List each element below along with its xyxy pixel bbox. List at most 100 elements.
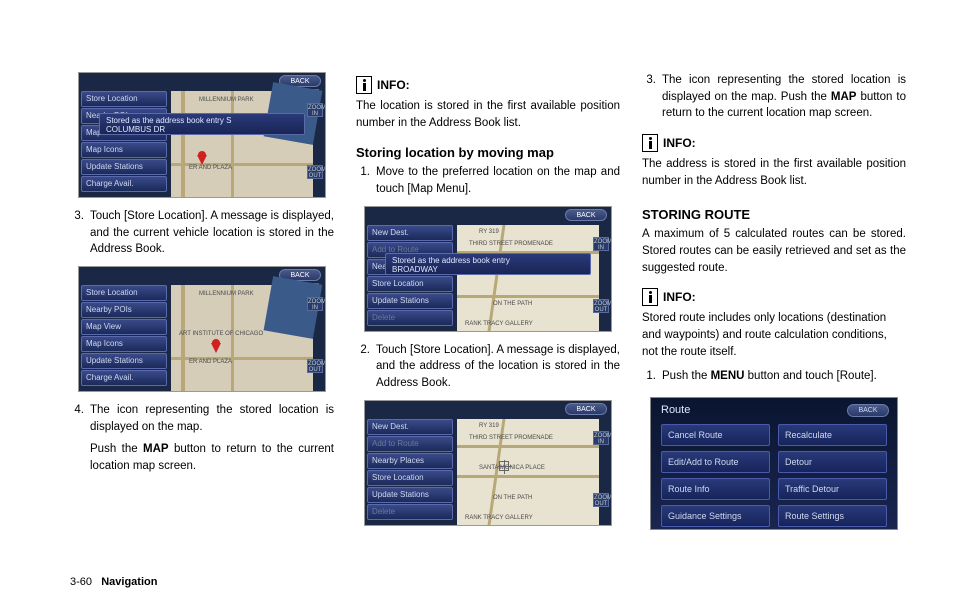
step-number: 3. [642,72,662,122]
menu-item[interactable]: Update Stations [367,293,453,309]
info-text: Stored route includes only locations (de… [642,310,906,360]
zoom-out-button[interactable]: ZOOM OUT [593,299,609,313]
route-menu-item[interactable]: Detour [778,451,887,473]
menu-item[interactable]: Charge Avail. [81,370,167,386]
map-area[interactable]: RY 319 THIRD STREET PROMENADE ON THE PAT… [457,225,599,331]
menu-item[interactable]: New Dest. [367,419,453,435]
menu-item[interactable]: New Dest. [367,225,453,241]
menu-item[interactable]: Store Location [367,470,453,486]
info-icon [642,288,658,306]
manual-page: BACK 41 Store Location Nearby POIs Map M… [0,0,954,608]
menu-item[interactable]: Delete [367,310,453,326]
step-number: 2. [356,342,376,392]
back-button[interactable]: BACK [565,209,607,221]
screenshot-moving-map-toast: BACK New Dest. Add to Route Nearb Store … [364,206,612,332]
screenshot-route-menu: Route BACK Cancel Route Recalculate Edit… [650,397,898,530]
route-menu-item[interactable]: Route Settings [778,505,887,527]
menu-item[interactable]: Map View [81,319,167,335]
route-menu-item[interactable]: Cancel Route [661,424,770,446]
column-3: 3. The icon representing the stored loca… [642,72,906,578]
route-menu-item[interactable]: Route Info [661,478,770,500]
zoom-in-button[interactable]: ZOOM IN [307,297,323,311]
back-label: BACK [858,407,877,414]
button-name: MAP [831,91,857,103]
info-icon [356,76,372,94]
map-label: RY 319 [479,229,499,235]
back-button[interactable]: BACK [565,403,607,415]
screenshot-store-location-toast: BACK 41 Store Location Nearby POIs Map M… [78,72,326,198]
zoom-in-button[interactable]: ZOOM IN [307,103,323,117]
map-area[interactable]: RY 319 THIRD STREET PROMENADE SANTA MONI… [457,419,599,525]
screenshot-moving-map-stored: BACK New Dest. Add to Route Nearby Place… [364,400,612,526]
step-number: 1. [642,368,662,385]
map-label: ART INSTITUTE OF CHICAGO [179,331,263,337]
info-label: INFO: [663,136,696,150]
zoom-out-button[interactable]: ZOOM OUT [307,359,323,373]
step-number: 4. [70,402,90,475]
route-menu-item[interactable]: Traffic Detour [778,478,887,500]
map-label: RANK TRACY GALLERY [465,321,533,327]
screenshot-stored-icon: BACK 41 Store Location Nearby POIs Map V… [78,266,326,392]
confirmation-toast: Stored as the address book entry BROADWA… [385,253,591,275]
step-text: Move to the preferred location on the ma… [376,164,620,197]
back-label: BACK [290,272,309,279]
map-label: THIRD STREET PROMENADE [469,435,553,441]
toast-line: Stored as the address book entry [392,256,584,265]
button-name: MENU [711,370,745,382]
menu-item[interactable]: Update Stations [367,487,453,503]
map-label: RY 319 [479,423,499,429]
menu-item[interactable]: Charge Avail. [81,176,167,192]
step-text: Push the MENU button and touch [Route]. [662,368,906,385]
step-text-line: The icon representing the stored locatio… [90,404,334,433]
map-menu-sidebar: Store Location Nearby POIs Map View Map … [79,285,169,386]
zoom-controls: ZOOM IN ZOOM OUT [593,237,611,314]
zoom-in-button[interactable]: ZOOM IN [593,431,609,445]
step-3: 3. The icon representing the stored loca… [642,72,906,122]
zoom-out-button[interactable]: ZOOM OUT [307,165,323,179]
map-marker-icon [197,155,207,165]
map-menu-sidebar: New Dest. Add to Route Nearb Store Locat… [365,225,455,326]
section-intro: A maximum of 5 calculated routes can be … [642,226,906,276]
map-label: ON THE PATH [493,495,532,501]
back-label: BACK [576,406,595,413]
menu-item[interactable]: Nearby POIs [81,302,167,318]
zoom-out-button[interactable]: ZOOM OUT [593,493,609,507]
menu-item[interactable]: Map Icons [81,142,167,158]
step-text: The icon representing the stored locatio… [662,72,906,122]
route-menu-item[interactable]: Edit/Add to Route [661,451,770,473]
zoom-controls: ZOOM IN ZOOM OUT [307,297,325,374]
menu-item[interactable]: Map Icons [81,336,167,352]
menu-item[interactable]: Nearby Places [367,453,453,469]
menu-item[interactable]: Store Location [81,285,167,301]
toast-line: BROADWAY [392,265,584,274]
map-label: ER AND PLAZA [189,165,232,171]
menu-item[interactable]: Add to Route [367,436,453,452]
info-text: The address is stored in the first avail… [642,156,906,189]
map-area[interactable]: MILLENNIUM PARK ART INSTITUTE OF CHICAGO… [171,285,313,391]
section-name: Navigation [101,576,157,588]
menu-item[interactable]: Store Location [367,276,453,292]
map-label: THIRD STREET PROMENADE [469,241,553,247]
back-label: BACK [576,212,595,219]
route-menu-item[interactable]: Guidance Settings [661,505,770,527]
text: Push the [90,443,143,455]
menu-item[interactable]: Store Location [81,91,167,107]
map-label: RANK TRACY GALLERY [465,515,533,521]
step-number: 1. [356,164,376,197]
map-label: MILLENNIUM PARK [199,291,254,297]
column-1: BACK 41 Store Location Nearby POIs Map M… [70,72,334,578]
map-menu-sidebar: Store Location Nearby POIs Map Map Icons… [79,91,169,192]
route-menu-item[interactable]: Recalculate [778,424,887,446]
menu-item[interactable]: Update Stations [81,353,167,369]
menu-item[interactable]: Delete [367,504,453,520]
map-menu-sidebar: New Dest. Add to Route Nearby Places Sto… [365,419,455,520]
page-footer: 3-60 Navigation [70,576,157,588]
map-area[interactable]: MILLENNIUM PARK PPER WACOTT ER AND PLAZA [171,91,313,197]
map-label: ER AND PLAZA [189,359,232,365]
zoom-in-button[interactable]: ZOOM IN [593,237,609,251]
back-button[interactable]: BACK [847,404,889,417]
info-heading: INFO: [642,288,906,306]
route-menu-grid: Cancel Route Recalculate Edit/Add to Rou… [657,422,891,529]
info-icon [642,134,658,152]
menu-item[interactable]: Update Stations [81,159,167,175]
